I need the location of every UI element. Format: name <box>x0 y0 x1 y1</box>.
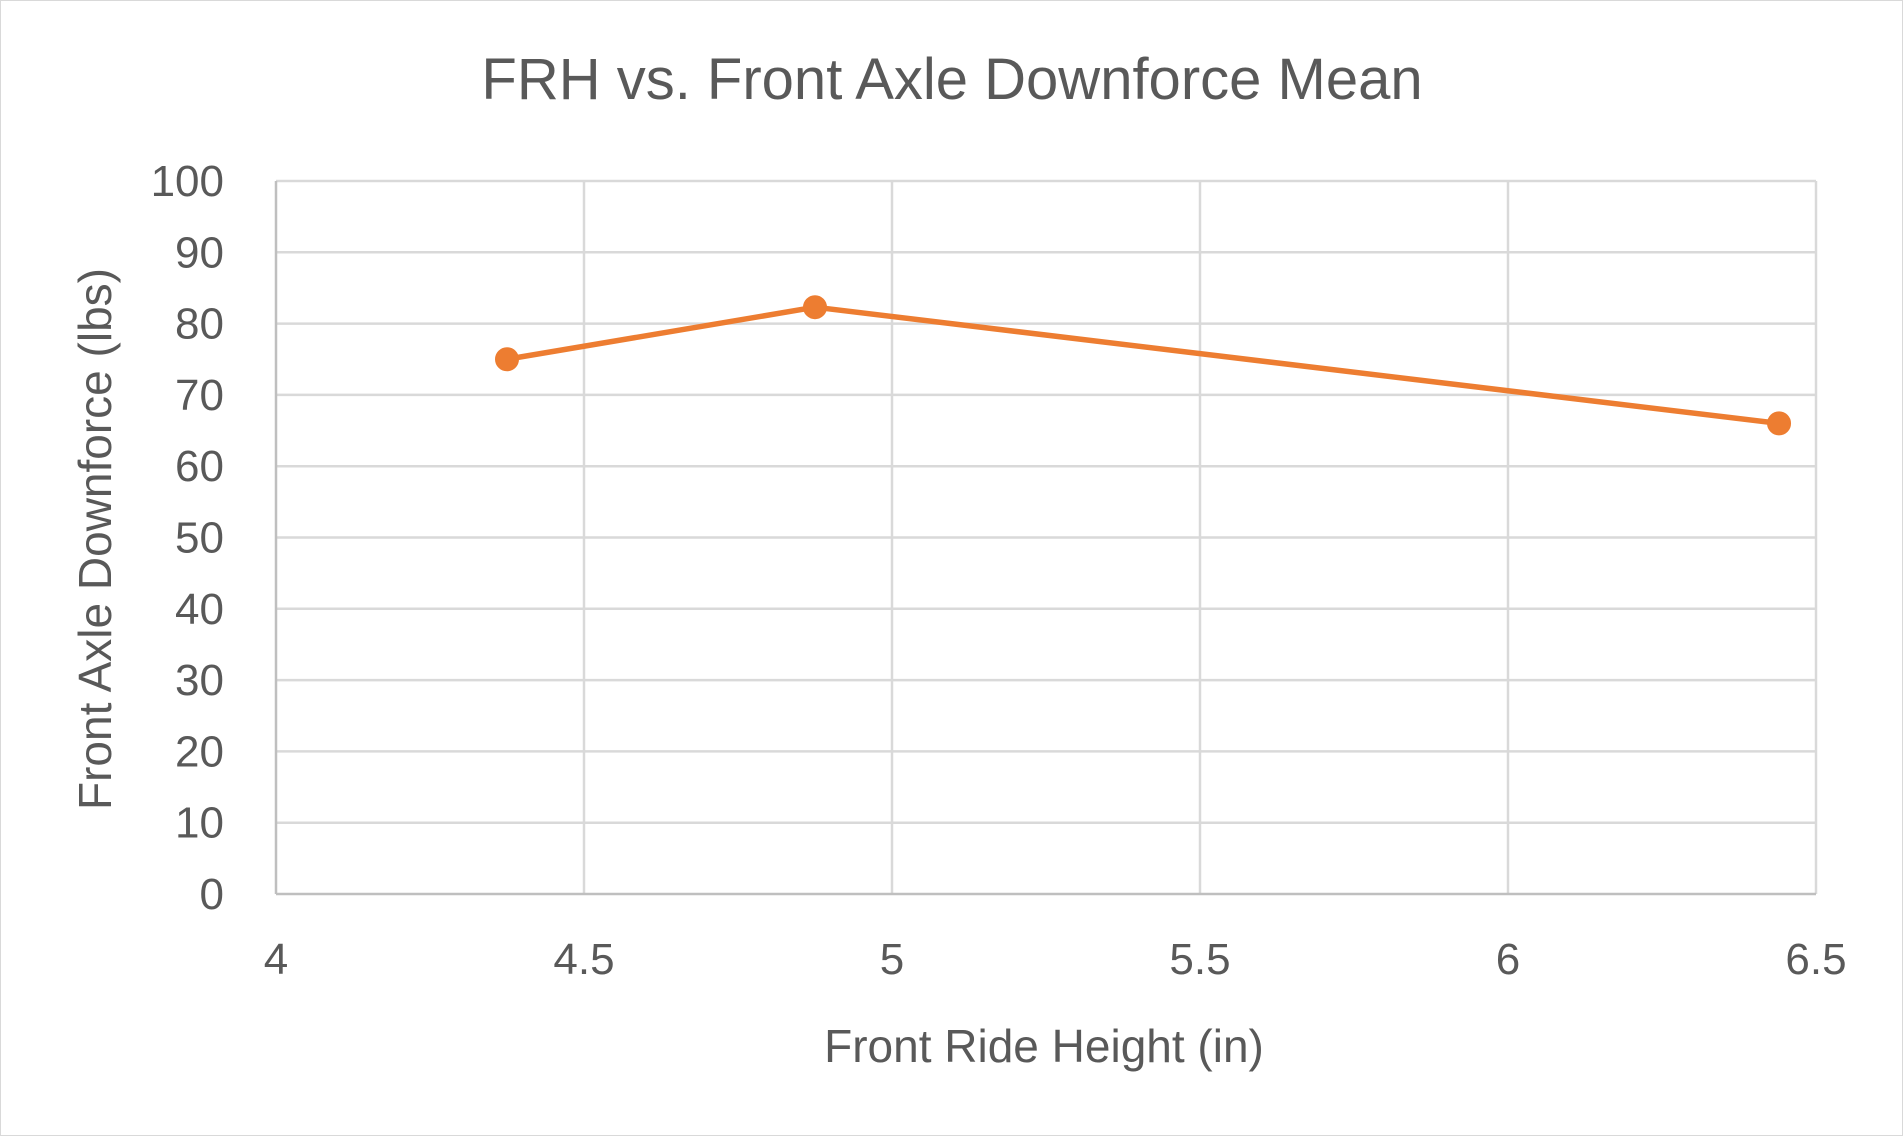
y-tick-label: 10 <box>175 799 224 848</box>
y-tick-label: 50 <box>175 514 224 563</box>
y-tick-label: 20 <box>175 727 224 776</box>
x-tick-label: 5 <box>880 935 904 984</box>
y-tick-label: 100 <box>151 157 224 206</box>
y-tick-label: 80 <box>175 300 224 349</box>
x-axis-label: Front Ride Height (in) <box>824 1020 1264 1072</box>
x-tick-label: 5.5 <box>1169 935 1230 984</box>
data-point <box>1768 412 1791 435</box>
y-tick-label: 0 <box>200 870 224 919</box>
gridlines <box>276 181 1816 894</box>
x-tick-label: 4 <box>264 935 288 984</box>
y-tick-label: 70 <box>175 371 224 420</box>
x-tick-label: 6 <box>1496 935 1520 984</box>
data-series <box>496 296 1791 435</box>
data-point <box>804 296 827 319</box>
y-tick-label: 90 <box>175 228 224 277</box>
y-axis-label: Front Axle Downforce (lbs) <box>69 268 121 810</box>
y-tick-label: 40 <box>175 585 224 634</box>
data-point <box>496 348 519 371</box>
x-axis-tick-labels: 4 4.5 5 5.5 6 6.5 <box>264 935 1847 984</box>
chart-title: FRH vs. Front Axle Downforce Mean <box>481 47 1422 112</box>
x-tick-label: 4.5 <box>553 935 614 984</box>
x-tick-label: 6.5 <box>1785 935 1846 984</box>
y-axis-tick-labels: 0 10 20 30 40 50 60 70 80 90 100 <box>151 157 224 919</box>
y-tick-label: 60 <box>175 442 224 491</box>
y-tick-label: 30 <box>175 656 224 705</box>
